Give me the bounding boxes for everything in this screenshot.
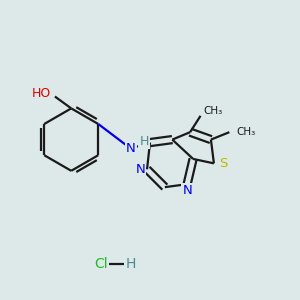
Text: Cl: Cl bbox=[94, 257, 108, 272]
Text: H: H bbox=[140, 135, 149, 148]
Text: HO: HO bbox=[32, 87, 51, 100]
Text: N: N bbox=[126, 142, 136, 155]
Text: N: N bbox=[182, 184, 192, 196]
Text: CH₃: CH₃ bbox=[203, 106, 222, 116]
Text: CH₃: CH₃ bbox=[236, 127, 255, 136]
Text: S: S bbox=[219, 158, 227, 170]
Text: H: H bbox=[125, 257, 136, 272]
Text: N: N bbox=[136, 163, 146, 176]
